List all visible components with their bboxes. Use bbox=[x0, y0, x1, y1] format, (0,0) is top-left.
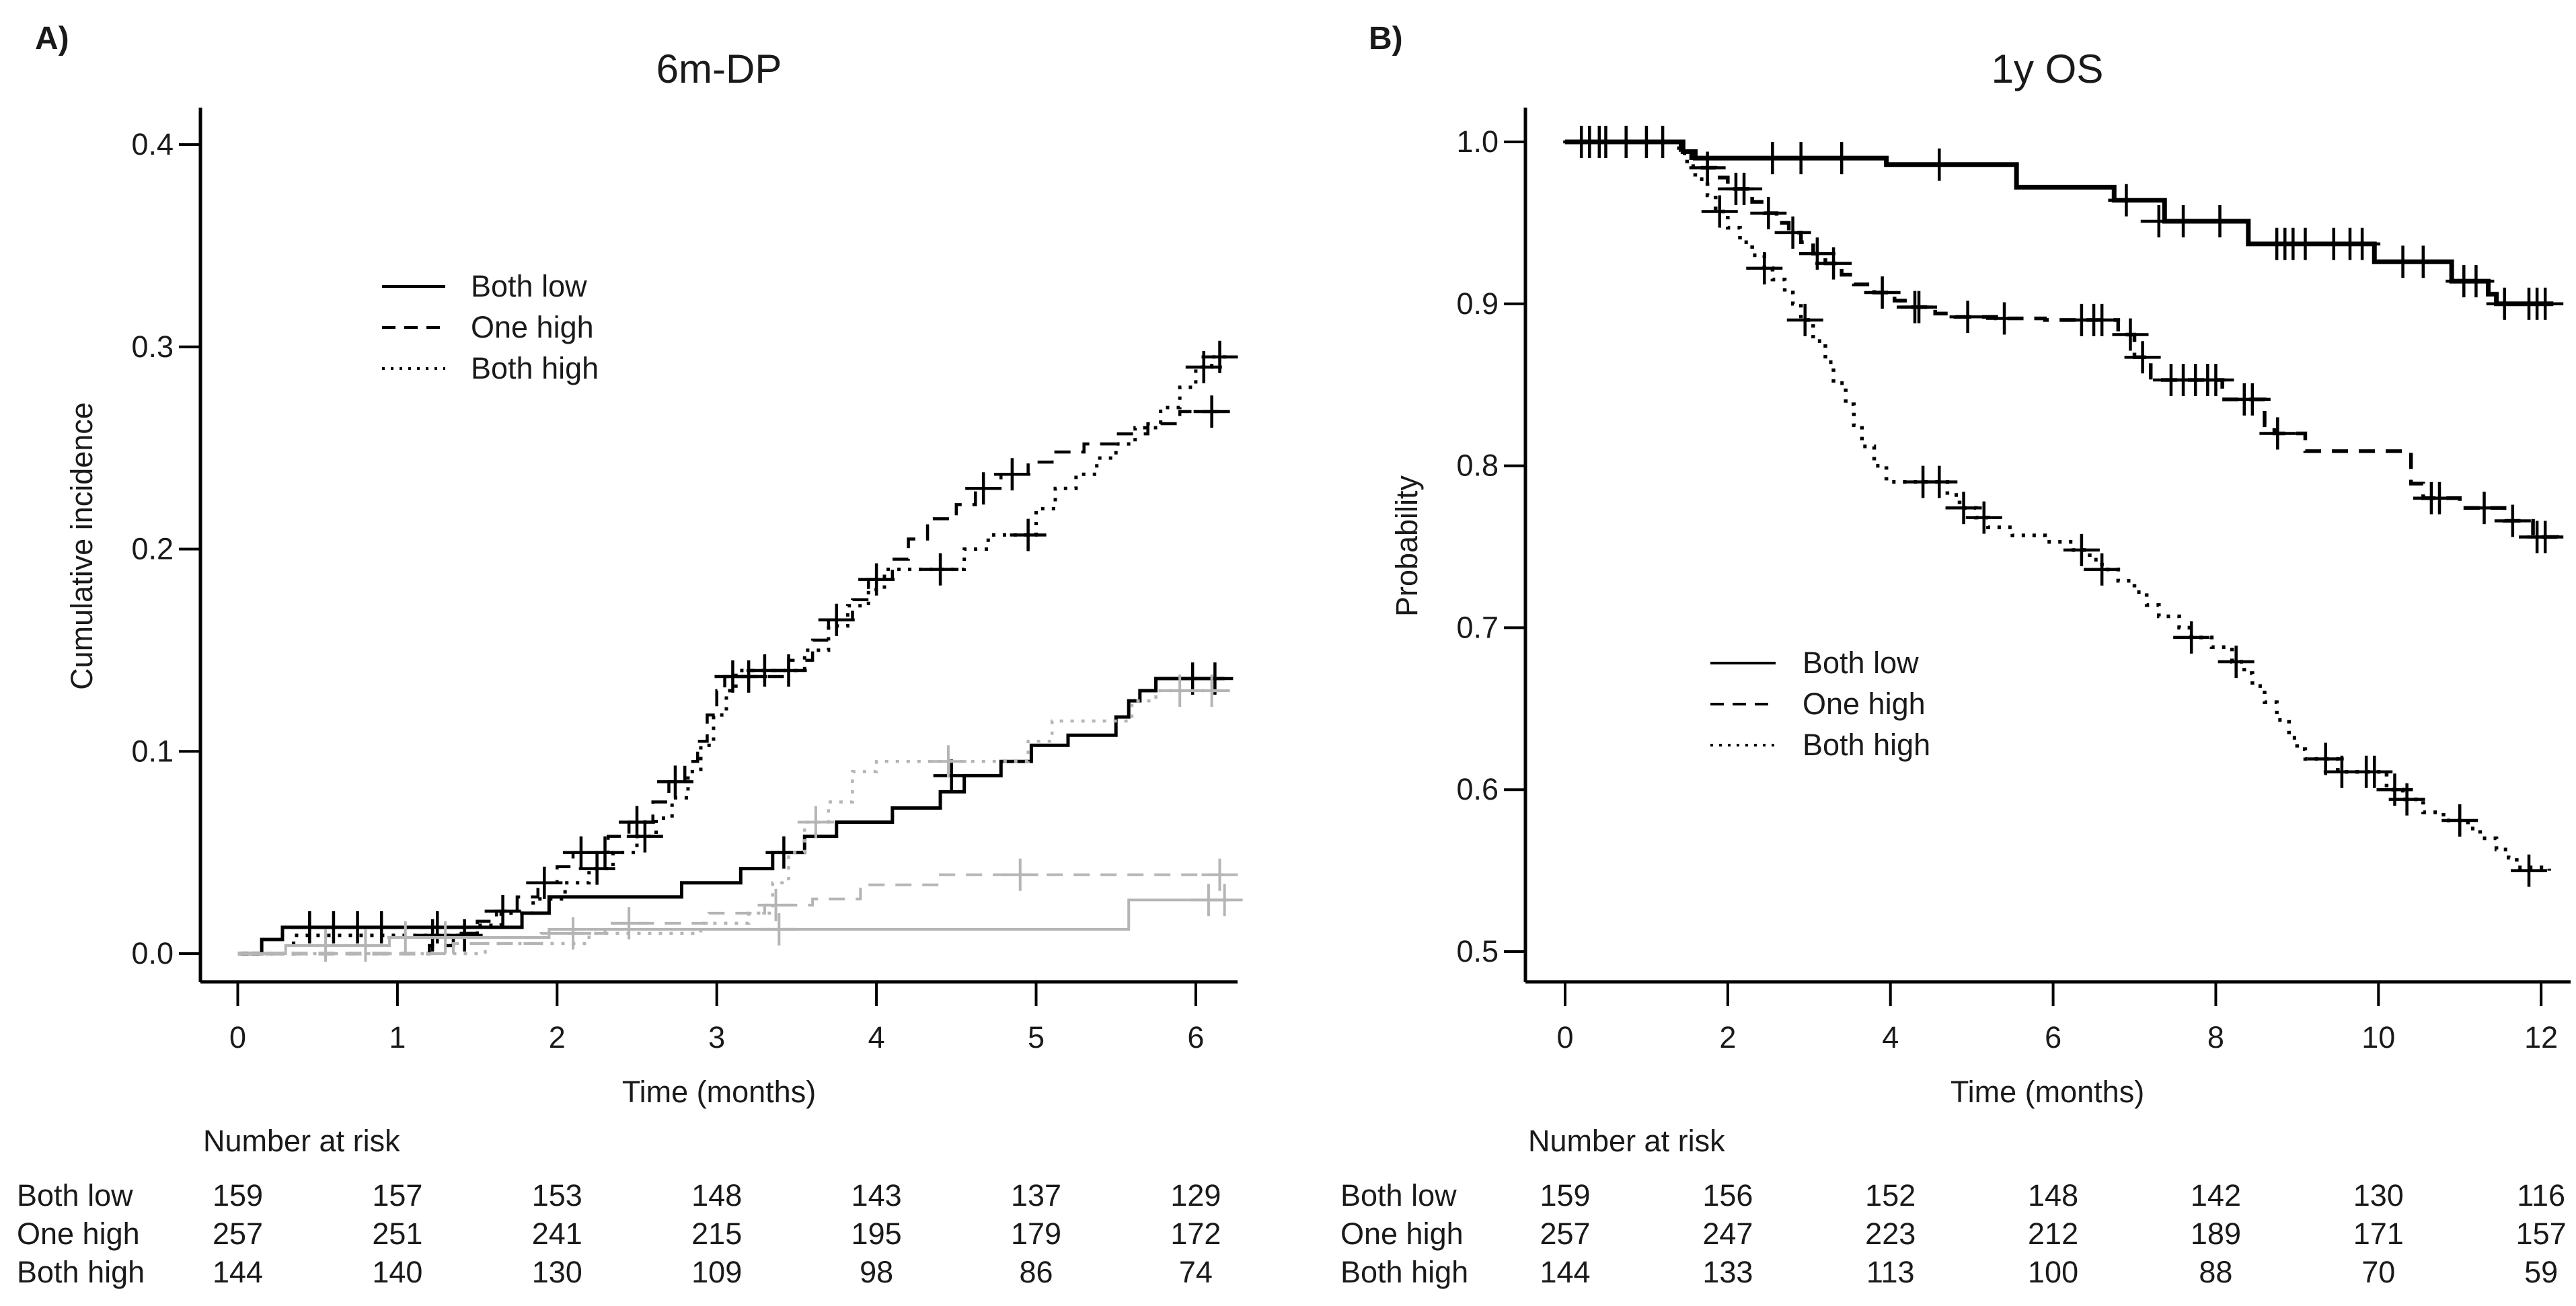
x-tick-label: 0 bbox=[229, 1020, 246, 1054]
x-tick-label: 12 bbox=[2524, 1020, 2558, 1054]
x-tick-label: 10 bbox=[2361, 1020, 2395, 1054]
risk-count: 247 bbox=[1702, 1217, 1753, 1251]
y-tick-label: 0.9 bbox=[1456, 286, 1499, 321]
km-curve-both-low bbox=[237, 677, 1225, 956]
risk-count: 98 bbox=[860, 1255, 893, 1289]
risk-count: 171 bbox=[2353, 1217, 2404, 1251]
panel-b-legend-label-both-high: Both high bbox=[1803, 728, 1931, 762]
km-curve-one-high bbox=[1565, 140, 2560, 539]
panel-a-x-axis-label: Time (months) bbox=[621, 1075, 817, 1109]
risk-count: 189 bbox=[2191, 1217, 2241, 1251]
risk-count: 133 bbox=[1702, 1255, 1753, 1289]
panel-a-letter: A) bbox=[35, 21, 69, 56]
panel-b-legend-label-one-high: One high bbox=[1803, 687, 1926, 721]
y-tick-label: 0.5 bbox=[1456, 934, 1499, 968]
panel-a-legend-label-one-high: One high bbox=[471, 310, 594, 344]
panel-b-risk-row-label: Both high bbox=[1340, 1255, 1469, 1289]
risk-count: 215 bbox=[691, 1217, 742, 1251]
risk-count: 152 bbox=[1865, 1178, 1916, 1213]
y-tick-label: 0.6 bbox=[1456, 772, 1499, 806]
risk-count: 144 bbox=[213, 1255, 263, 1289]
panel-b-x-axis-label: Time (months) bbox=[1950, 1075, 2145, 1109]
risk-count: 241 bbox=[532, 1217, 582, 1251]
x-tick-label: 8 bbox=[2207, 1020, 2224, 1054]
risk-count: 100 bbox=[2028, 1255, 2078, 1289]
panel-b-legend-label-both-low: Both low bbox=[1803, 646, 1919, 680]
risk-count: 86 bbox=[1019, 1255, 1053, 1289]
km-curve-both-high-gray- bbox=[237, 689, 1220, 956]
panel-a-risk-row-label: Both low bbox=[17, 1178, 133, 1213]
panel-a-title: 6m-DP bbox=[656, 46, 782, 91]
y-tick-label: 1.0 bbox=[1456, 124, 1499, 159]
x-tick-label: 2 bbox=[549, 1020, 566, 1054]
risk-count: 148 bbox=[2028, 1178, 2078, 1213]
risk-count: 157 bbox=[2516, 1217, 2567, 1251]
panel-b-title: 1y OS bbox=[1991, 46, 2104, 91]
panel-a-risk-row-label: Both high bbox=[17, 1255, 145, 1289]
risk-count: 159 bbox=[1540, 1178, 1590, 1213]
panel-a-legend-label-both-high: Both high bbox=[471, 351, 599, 385]
x-tick-label: 5 bbox=[1028, 1020, 1045, 1054]
risk-count: 109 bbox=[691, 1255, 742, 1289]
risk-count: 159 bbox=[213, 1178, 263, 1213]
y-tick-label: 0.3 bbox=[131, 330, 174, 364]
x-tick-label: 3 bbox=[708, 1020, 725, 1054]
risk-count: 172 bbox=[1170, 1217, 1221, 1251]
risk-count: 148 bbox=[691, 1178, 742, 1213]
risk-count: 212 bbox=[2028, 1217, 2078, 1251]
risk-count: 116 bbox=[2517, 1178, 2565, 1213]
y-tick-label: 0.1 bbox=[131, 734, 174, 768]
panel-a-risk-table-header: Number at risk bbox=[203, 1124, 400, 1158]
risk-count: 143 bbox=[851, 1178, 902, 1213]
risk-count: 137 bbox=[1011, 1178, 1061, 1213]
panel-b-risk-row-label: Both low bbox=[1340, 1178, 1457, 1213]
risk-count: 113 bbox=[1866, 1255, 1915, 1289]
panel-b-risk-table-header: Number at risk bbox=[1528, 1124, 1725, 1158]
risk-count: 144 bbox=[1540, 1255, 1590, 1289]
risk-count: 157 bbox=[372, 1178, 422, 1213]
y-tick-label: 0.2 bbox=[131, 532, 174, 566]
x-tick-label: 2 bbox=[1719, 1020, 1736, 1054]
x-tick-label: 6 bbox=[1187, 1020, 1204, 1054]
risk-count: 223 bbox=[1865, 1217, 1916, 1251]
y-tick-label: 0.7 bbox=[1456, 610, 1499, 644]
risk-count: 257 bbox=[213, 1217, 263, 1251]
x-tick-label: 4 bbox=[1882, 1020, 1899, 1054]
km-curve-both-high bbox=[237, 355, 1228, 956]
risk-count: 156 bbox=[1702, 1178, 1753, 1213]
risk-count: 130 bbox=[2353, 1178, 2404, 1213]
y-tick-label: 0.4 bbox=[131, 127, 174, 161]
risk-count: 179 bbox=[1011, 1217, 1061, 1251]
risk-count: 251 bbox=[372, 1217, 422, 1251]
risk-count: 257 bbox=[1540, 1217, 1590, 1251]
panel-a-risk-row-label: One high bbox=[17, 1217, 140, 1251]
risk-count: 142 bbox=[2191, 1178, 2241, 1213]
panel-b-letter: B) bbox=[1369, 21, 1403, 56]
y-tick-label: 0.0 bbox=[131, 936, 174, 970]
km-curve-one-high-gray- bbox=[237, 873, 1228, 955]
risk-count: 130 bbox=[532, 1255, 582, 1289]
risk-count: 140 bbox=[372, 1255, 422, 1289]
risk-count: 129 bbox=[1170, 1178, 1221, 1213]
y-tick-label: 0.8 bbox=[1456, 449, 1499, 483]
x-tick-label: 6 bbox=[2045, 1020, 2061, 1054]
x-tick-label: 4 bbox=[868, 1020, 885, 1054]
x-tick-label: 1 bbox=[389, 1020, 406, 1054]
risk-count: 195 bbox=[851, 1217, 902, 1251]
risk-count: 70 bbox=[2361, 1255, 2395, 1289]
risk-count: 74 bbox=[1179, 1255, 1213, 1289]
risk-count: 88 bbox=[2199, 1255, 2232, 1289]
risk-count: 59 bbox=[2524, 1255, 2558, 1289]
panel-b-risk-row-label: One high bbox=[1340, 1217, 1464, 1251]
km-curve-both-low-gray- bbox=[237, 898, 1228, 955]
panel-a-legend-label-both-low: Both low bbox=[471, 269, 587, 303]
x-tick-label: 0 bbox=[1556, 1020, 1573, 1054]
risk-count: 153 bbox=[532, 1178, 582, 1213]
